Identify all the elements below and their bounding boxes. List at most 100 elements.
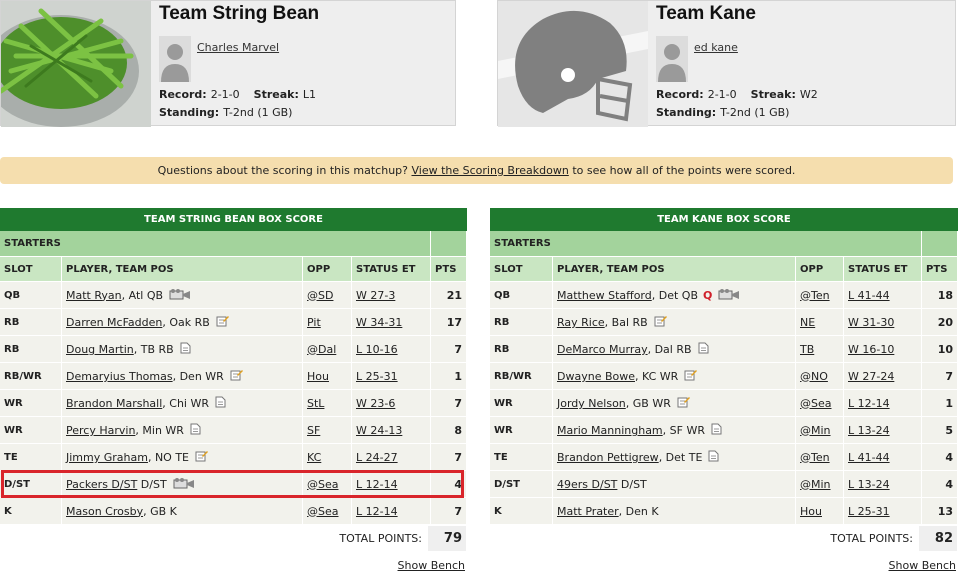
column-header: OPP [796,257,844,282]
owner-link[interactable]: ed kane [694,41,738,54]
player-link[interactable]: Dwayne Bowe [557,370,635,383]
owner-link[interactable]: Charles Marvel [197,41,280,54]
player-link[interactable]: Brandon Marshall [66,397,163,410]
player-link[interactable]: Ray Rice [557,316,605,329]
player-link[interactable]: Darren McFadden [66,316,163,329]
status-link[interactable]: L 24-27 [356,450,398,464]
cell [431,231,468,257]
note-icon[interactable] [189,451,208,464]
section-label: STARTERS [0,231,432,257]
team-pos: , Den K [618,504,659,518]
opp-cell: @Ten [796,444,844,471]
opp-link[interactable]: @NO [800,369,828,383]
note-icon[interactable] [224,370,243,383]
status-link[interactable]: W 31-30 [848,315,895,329]
status-link[interactable]: L 41-44 [848,450,890,464]
slot: QB [490,282,553,309]
status-link[interactable]: L 25-31 [848,504,890,518]
points: 8 [431,417,468,444]
player-link[interactable]: Percy Harvin [66,424,136,437]
opp-link[interactable]: KC [307,450,322,464]
player-link[interactable]: Demaryius Thomas [66,370,173,383]
note-icon[interactable] [671,397,690,410]
opp-link[interactable]: TB [800,342,815,356]
status-link[interactable]: L 25-31 [356,369,398,383]
opp-link[interactable]: @Dal [307,342,337,356]
status-link[interactable]: L 12-14 [356,504,398,518]
player-link[interactable]: Mason Crosby [66,504,144,518]
opp-link[interactable]: @Ten [800,288,830,302]
player-row: RB/WR Demaryius Thomas, Den WR Hou L 25-31 1 [0,363,468,390]
slot: RB [490,309,553,336]
opp-link[interactable]: Hou [307,369,329,383]
doc-icon[interactable] [209,396,226,410]
points: 13 [922,498,959,525]
note-icon[interactable] [648,316,667,329]
player-link[interactable]: 49ers D/ST [557,477,618,491]
note-icon[interactable] [210,316,229,329]
column-header: PLAYER, TEAM POS [62,257,303,282]
team-pos: , TB RB [133,343,174,356]
player-link[interactable]: Doug Martin [66,343,134,356]
status-link[interactable]: W 27-3 [356,288,396,302]
player-link[interactable]: Jordy Nelson [557,397,626,410]
status-cell: L 12-14 [844,390,923,417]
opp-link[interactable]: @Min [800,423,831,437]
status-link[interactable]: W 16-10 [848,342,895,356]
opp-link[interactable]: @Min [800,477,831,491]
doc-icon[interactable] [174,342,191,356]
scoring-breakdown-link[interactable]: View the Scoring Breakdown [411,164,569,177]
column-header: PTS [922,257,959,282]
status-link[interactable]: W 34-31 [356,315,403,329]
video-icon[interactable] [712,288,740,302]
opp-cell: @Ten [796,282,844,309]
player-link[interactable]: DeMarco Murray [557,343,648,356]
opp-link[interactable]: @Sea [800,396,832,410]
player-link[interactable]: Matt Ryan [66,288,122,302]
doc-icon[interactable] [705,423,722,437]
player-link[interactable]: Mario Manningham [557,424,663,437]
column-header: SLOT [0,257,62,282]
show-bench-link[interactable]: Show Bench [888,559,956,572]
player-link[interactable]: Matthew Stafford [557,288,652,302]
video-icon[interactable] [167,477,195,491]
opp-link[interactable]: @Ten [800,450,830,464]
doc-icon[interactable] [702,450,719,464]
status-link[interactable]: L 10-16 [356,342,398,356]
status-link[interactable]: W 24-13 [356,423,403,437]
slot: WR [0,390,62,417]
status-link[interactable]: L 13-24 [848,423,890,437]
streak: W2 [799,88,818,101]
opp-link[interactable]: Hou [800,504,822,518]
player-link[interactable]: Packers D/ST [66,477,138,491]
status-cell: L 41-44 [844,444,923,471]
opp-link[interactable]: @Sea [307,504,339,518]
show-bench-link[interactable]: Show Bench [397,559,465,572]
slot: WR [490,390,553,417]
status-link[interactable]: W 23-6 [356,396,396,410]
opp-link[interactable]: SF [307,423,321,437]
player-link[interactable]: Jimmy Graham [66,451,148,464]
opp-cell: KC [303,444,352,471]
status-link[interactable]: L 12-14 [848,396,890,410]
opp-link[interactable]: StL [307,396,325,410]
opp-link[interactable]: NE [800,315,816,329]
player-link[interactable]: Matt Prater [557,504,619,518]
owner-avatar [656,36,688,82]
player-link[interactable]: Brandon Pettigrew [557,451,659,464]
doc-icon[interactable] [692,342,709,356]
video-icon[interactable] [163,288,191,302]
status-link[interactable]: L 13-24 [848,477,890,491]
opp-link[interactable]: @Sea [307,477,339,491]
doc-icon[interactable] [184,423,201,437]
player-row: K Mason Crosby, GB K @Sea L 12-14 7 [0,498,468,525]
status-cell: L 12-14 [352,471,432,498]
opp-link[interactable]: @SD [307,288,334,302]
note-icon[interactable] [678,370,698,383]
opp-link[interactable]: Pit [307,315,321,329]
player-cell: Dwayne Bowe, KC WR [553,363,796,390]
status-link[interactable]: W 27-24 [848,369,895,383]
points: 5 [922,417,959,444]
status-link[interactable]: L 12-14 [356,477,398,491]
status-link[interactable]: L 41-44 [848,288,890,302]
